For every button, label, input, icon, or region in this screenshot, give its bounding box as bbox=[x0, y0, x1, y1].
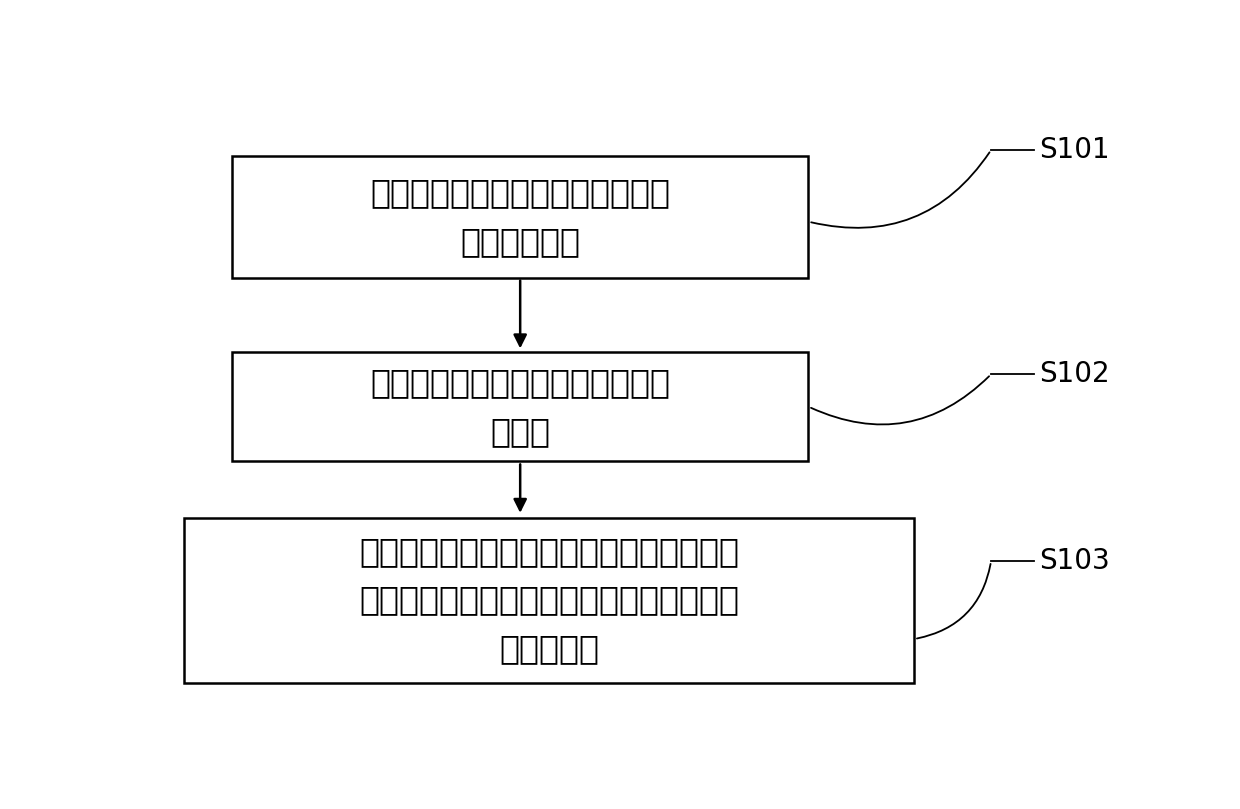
Text: S101: S101 bbox=[1039, 136, 1110, 164]
Text: 生成各设备类型对应的识别标签和
特征参量信息: 生成各设备类型对应的识别标签和 特征参量信息 bbox=[371, 176, 670, 258]
Text: 获取目标设备的识别标签，根据获取的识别
标签和关联配置，获取与目标设备适配的特
征参量信息: 获取目标设备的识别标签，根据获取的识别 标签和关联配置，获取与目标设备适配的特 … bbox=[360, 535, 739, 665]
Text: 将识别标签与特征参量信息进行关
联配置: 将识别标签与特征参量信息进行关 联配置 bbox=[371, 366, 670, 448]
Bar bbox=[232, 353, 808, 461]
Bar bbox=[232, 156, 808, 277]
Text: S103: S103 bbox=[1039, 547, 1110, 575]
Text: S102: S102 bbox=[1039, 360, 1110, 388]
Bar bbox=[184, 518, 914, 683]
